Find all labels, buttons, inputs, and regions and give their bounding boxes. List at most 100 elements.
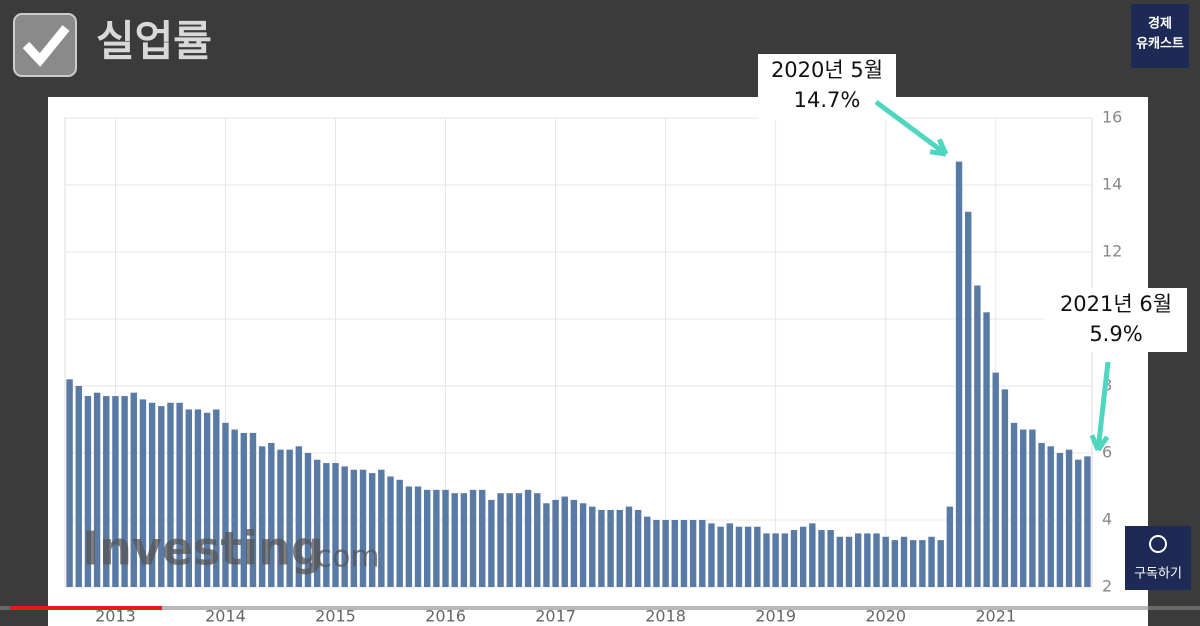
bar <box>616 509 623 587</box>
subscribe-label[interactable]: 구독하기 <box>1134 567 1182 582</box>
bar <box>983 312 990 587</box>
y-tick-label: 2 <box>1102 577 1112 596</box>
bar <box>726 523 734 587</box>
bar <box>1010 422 1018 587</box>
bar <box>249 432 257 587</box>
bar <box>607 509 614 587</box>
bar <box>653 520 660 587</box>
bar <box>222 422 229 587</box>
bar <box>433 489 440 587</box>
bar <box>515 493 523 587</box>
bar <box>754 526 761 587</box>
bar <box>827 530 834 587</box>
bar <box>414 486 422 587</box>
bar <box>148 402 156 587</box>
annotation-arrow <box>874 99 948 157</box>
bar <box>332 463 339 587</box>
bar <box>1056 453 1064 587</box>
bar <box>900 536 908 587</box>
bar <box>423 489 431 587</box>
annotation-box <box>758 54 896 120</box>
bar <box>708 523 715 587</box>
bar <box>662 520 669 587</box>
bar <box>1020 429 1027 587</box>
bar <box>295 446 303 587</box>
bar <box>213 409 220 587</box>
bar <box>946 506 954 587</box>
page-title: 실업률 <box>96 17 212 66</box>
bar <box>1038 442 1045 587</box>
bar <box>570 499 578 587</box>
bar <box>644 516 651 587</box>
bar <box>717 526 724 587</box>
progress-bar[interactable] <box>10 606 162 610</box>
bar <box>203 412 211 587</box>
bar <box>625 506 633 587</box>
bar <box>277 449 284 587</box>
mic-icon <box>1149 535 1167 553</box>
bar <box>497 493 504 587</box>
bar <box>579 503 587 587</box>
bar <box>304 453 312 587</box>
bar <box>176 402 183 587</box>
bar <box>350 469 358 587</box>
annotation-text: 2020년 5월 <box>771 58 883 82</box>
bar <box>561 496 568 587</box>
bar <box>864 533 871 587</box>
bar <box>103 396 110 587</box>
bar <box>442 489 449 587</box>
bar <box>965 211 972 588</box>
bar <box>121 396 128 587</box>
bar <box>974 285 981 587</box>
bar <box>130 392 137 587</box>
bar <box>488 499 495 587</box>
watermark: .com <box>306 540 380 575</box>
progress-track[interactable] <box>0 606 1200 610</box>
bar <box>368 473 376 587</box>
bar <box>955 161 963 588</box>
x-tick-label: 2018 <box>645 607 686 626</box>
bar <box>194 409 202 587</box>
x-tick-label: 2014 <box>205 607 246 626</box>
bar <box>937 540 944 587</box>
bar <box>589 506 596 587</box>
bar <box>1047 446 1054 587</box>
bar <box>313 459 321 587</box>
check-box <box>13 13 77 77</box>
bar <box>781 533 789 587</box>
x-tick-label: 2020 <box>865 607 906 626</box>
bar <box>882 536 889 587</box>
bar <box>845 536 853 587</box>
bar <box>479 489 486 587</box>
bar <box>158 406 165 587</box>
bar <box>185 409 192 587</box>
bar <box>469 489 477 587</box>
bar <box>323 463 330 587</box>
bar <box>396 479 403 587</box>
bar <box>524 489 532 587</box>
bar <box>763 533 770 587</box>
bar <box>286 449 293 587</box>
bar <box>818 530 825 587</box>
bar <box>1065 449 1073 587</box>
bar <box>598 509 605 587</box>
annotation-arrowhead <box>929 138 949 157</box>
bar <box>66 379 73 587</box>
bar <box>112 396 119 587</box>
bar <box>231 429 238 587</box>
x-tick-label: 2015 <box>315 607 356 626</box>
bar <box>240 432 248 587</box>
annotation-arrow <box>1095 361 1111 451</box>
bar <box>634 509 642 587</box>
bar <box>854 533 862 587</box>
bar <box>1084 456 1091 587</box>
bar <box>699 520 706 587</box>
bar <box>891 540 899 587</box>
bar <box>772 533 779 587</box>
annotation-text: 2021년 6월 <box>1060 292 1172 316</box>
bar <box>919 540 926 587</box>
bar <box>258 446 266 587</box>
bar <box>405 486 413 587</box>
bar <box>799 526 807 587</box>
